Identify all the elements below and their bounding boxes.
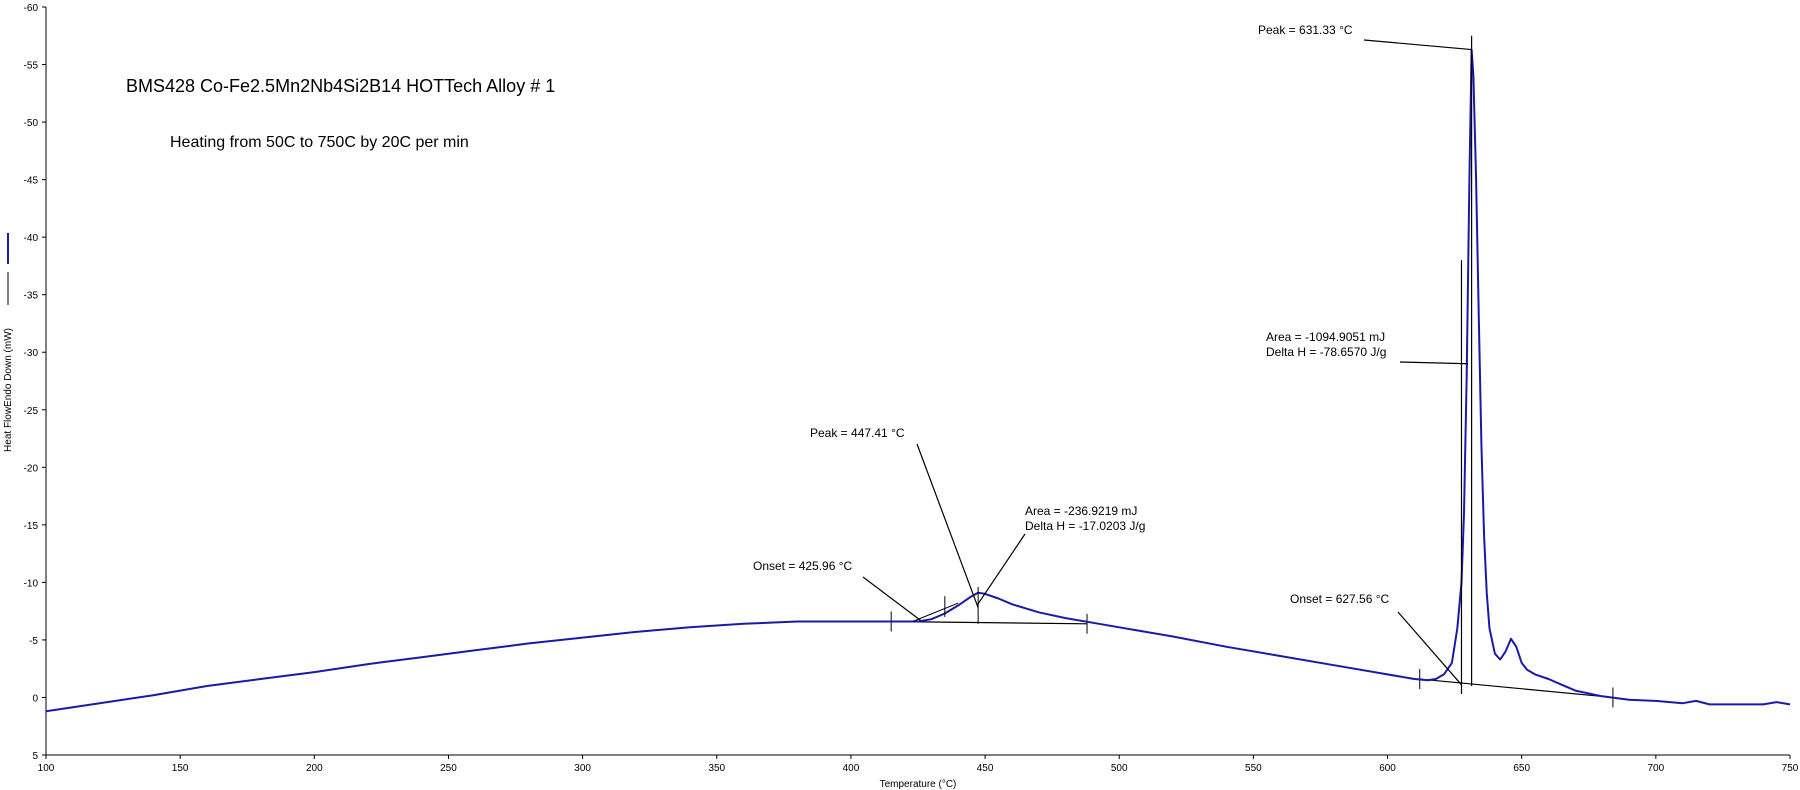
x-tick-label: 450 [977, 763, 994, 774]
x-tick-label: 300 [574, 763, 591, 774]
x-tick-label: 550 [1245, 763, 1262, 774]
annotation-leader [916, 443, 979, 608]
annotation-line: Area = -1094.9051 mJ [1266, 330, 1385, 344]
y-tick-label: -5 [29, 636, 38, 647]
annotation-label: Onset = 425.96 °C [753, 559, 853, 573]
y-tick-label: -15 [24, 521, 39, 532]
annotation-line: Onset = 627.56 °C [1290, 592, 1390, 606]
y-tick-label: -55 [24, 61, 39, 72]
annotation-line: Onset = 425.96 °C [753, 559, 853, 573]
baselines [890, 611, 1614, 708]
x-tick-label: 350 [708, 763, 725, 774]
annotation-line: Area = -236.9219 mJ [1025, 504, 1137, 518]
y-tick-label: -45 [24, 176, 39, 187]
x-tick-label: 150 [172, 763, 189, 774]
y-tick-label: -50 [24, 118, 39, 129]
axes [45, 7, 1790, 756]
x-tick-label: 600 [1379, 763, 1396, 774]
y-tick-label: -25 [24, 406, 39, 417]
y-axis-ticks: -60-55-50-45-40-35-30-25-20-15-10-505 [24, 3, 46, 762]
y-tick-label: -60 [24, 3, 39, 14]
y-tick-label: -40 [24, 233, 39, 244]
annotation-leader [1399, 361, 1469, 365]
x-tick-label: 200 [306, 763, 323, 774]
x-tick-label: 500 [1111, 763, 1128, 774]
annotation-label: Area = -236.9219 mJ Delta H = -17.0203 J/… [1025, 504, 1145, 533]
series [45, 35, 1791, 713]
x-tick-label: 750 [1782, 763, 1799, 774]
x-tick-label: 650 [1513, 763, 1530, 774]
x-tick-label: 100 [38, 763, 55, 774]
x-axis-label: Temperature (°C) [880, 779, 957, 790]
annotation-label: Peak = 447.41 °C [810, 426, 905, 440]
chart-subtitle: Heating from 50C to 750C by 20C per min [170, 134, 469, 151]
y-axis-label: Heat FlowEndo Down (mW) [3, 328, 14, 452]
y-tick-label: 5 [32, 751, 38, 762]
annotation-label: Onset = 627.56 °C [1290, 592, 1390, 606]
annotation-leader [1397, 611, 1462, 686]
y-tick-label: -30 [24, 348, 39, 359]
y-tick-label: -10 [24, 578, 39, 589]
x-tick-label: 400 [843, 763, 860, 774]
annotation-line: Delta H = -78.6570 J/g [1266, 345, 1386, 359]
annotation-label: Area = -1094.9051 mJ Delta H = -78.6570 J… [1266, 330, 1386, 359]
series-line [45, 48, 1791, 713]
annotation-leader [862, 576, 921, 621]
annotation-leader [976, 533, 1026, 606]
y-tick-label: 0 [32, 693, 38, 704]
baseline [891, 620, 1088, 625]
y-tick-label: -35 [24, 291, 39, 302]
onset-tangent-line [912, 602, 959, 622]
annotation-line: Delta H = -17.0203 J/g [1025, 519, 1145, 533]
annotation-leader [1363, 39, 1472, 51]
baseline [1419, 678, 1613, 699]
annotation-line: Peak = 447.41 °C [810, 426, 905, 440]
annotation-label: Peak = 631.33 °C [1258, 23, 1353, 37]
chart-title: BMS428 Co-Fe2.5Mn2Nb4Si2B14 HOTTech Allo… [126, 76, 555, 96]
annotation-line: Peak = 631.33 °C [1258, 23, 1353, 37]
x-tick-label: 250 [440, 763, 457, 774]
y-tick-label: -20 [24, 463, 39, 474]
x-axis-ticks: 100 150 200 250 300 350 400 450 500 550 600 650 700 7… [38, 755, 1799, 774]
x-tick-label: 700 [1648, 763, 1665, 774]
